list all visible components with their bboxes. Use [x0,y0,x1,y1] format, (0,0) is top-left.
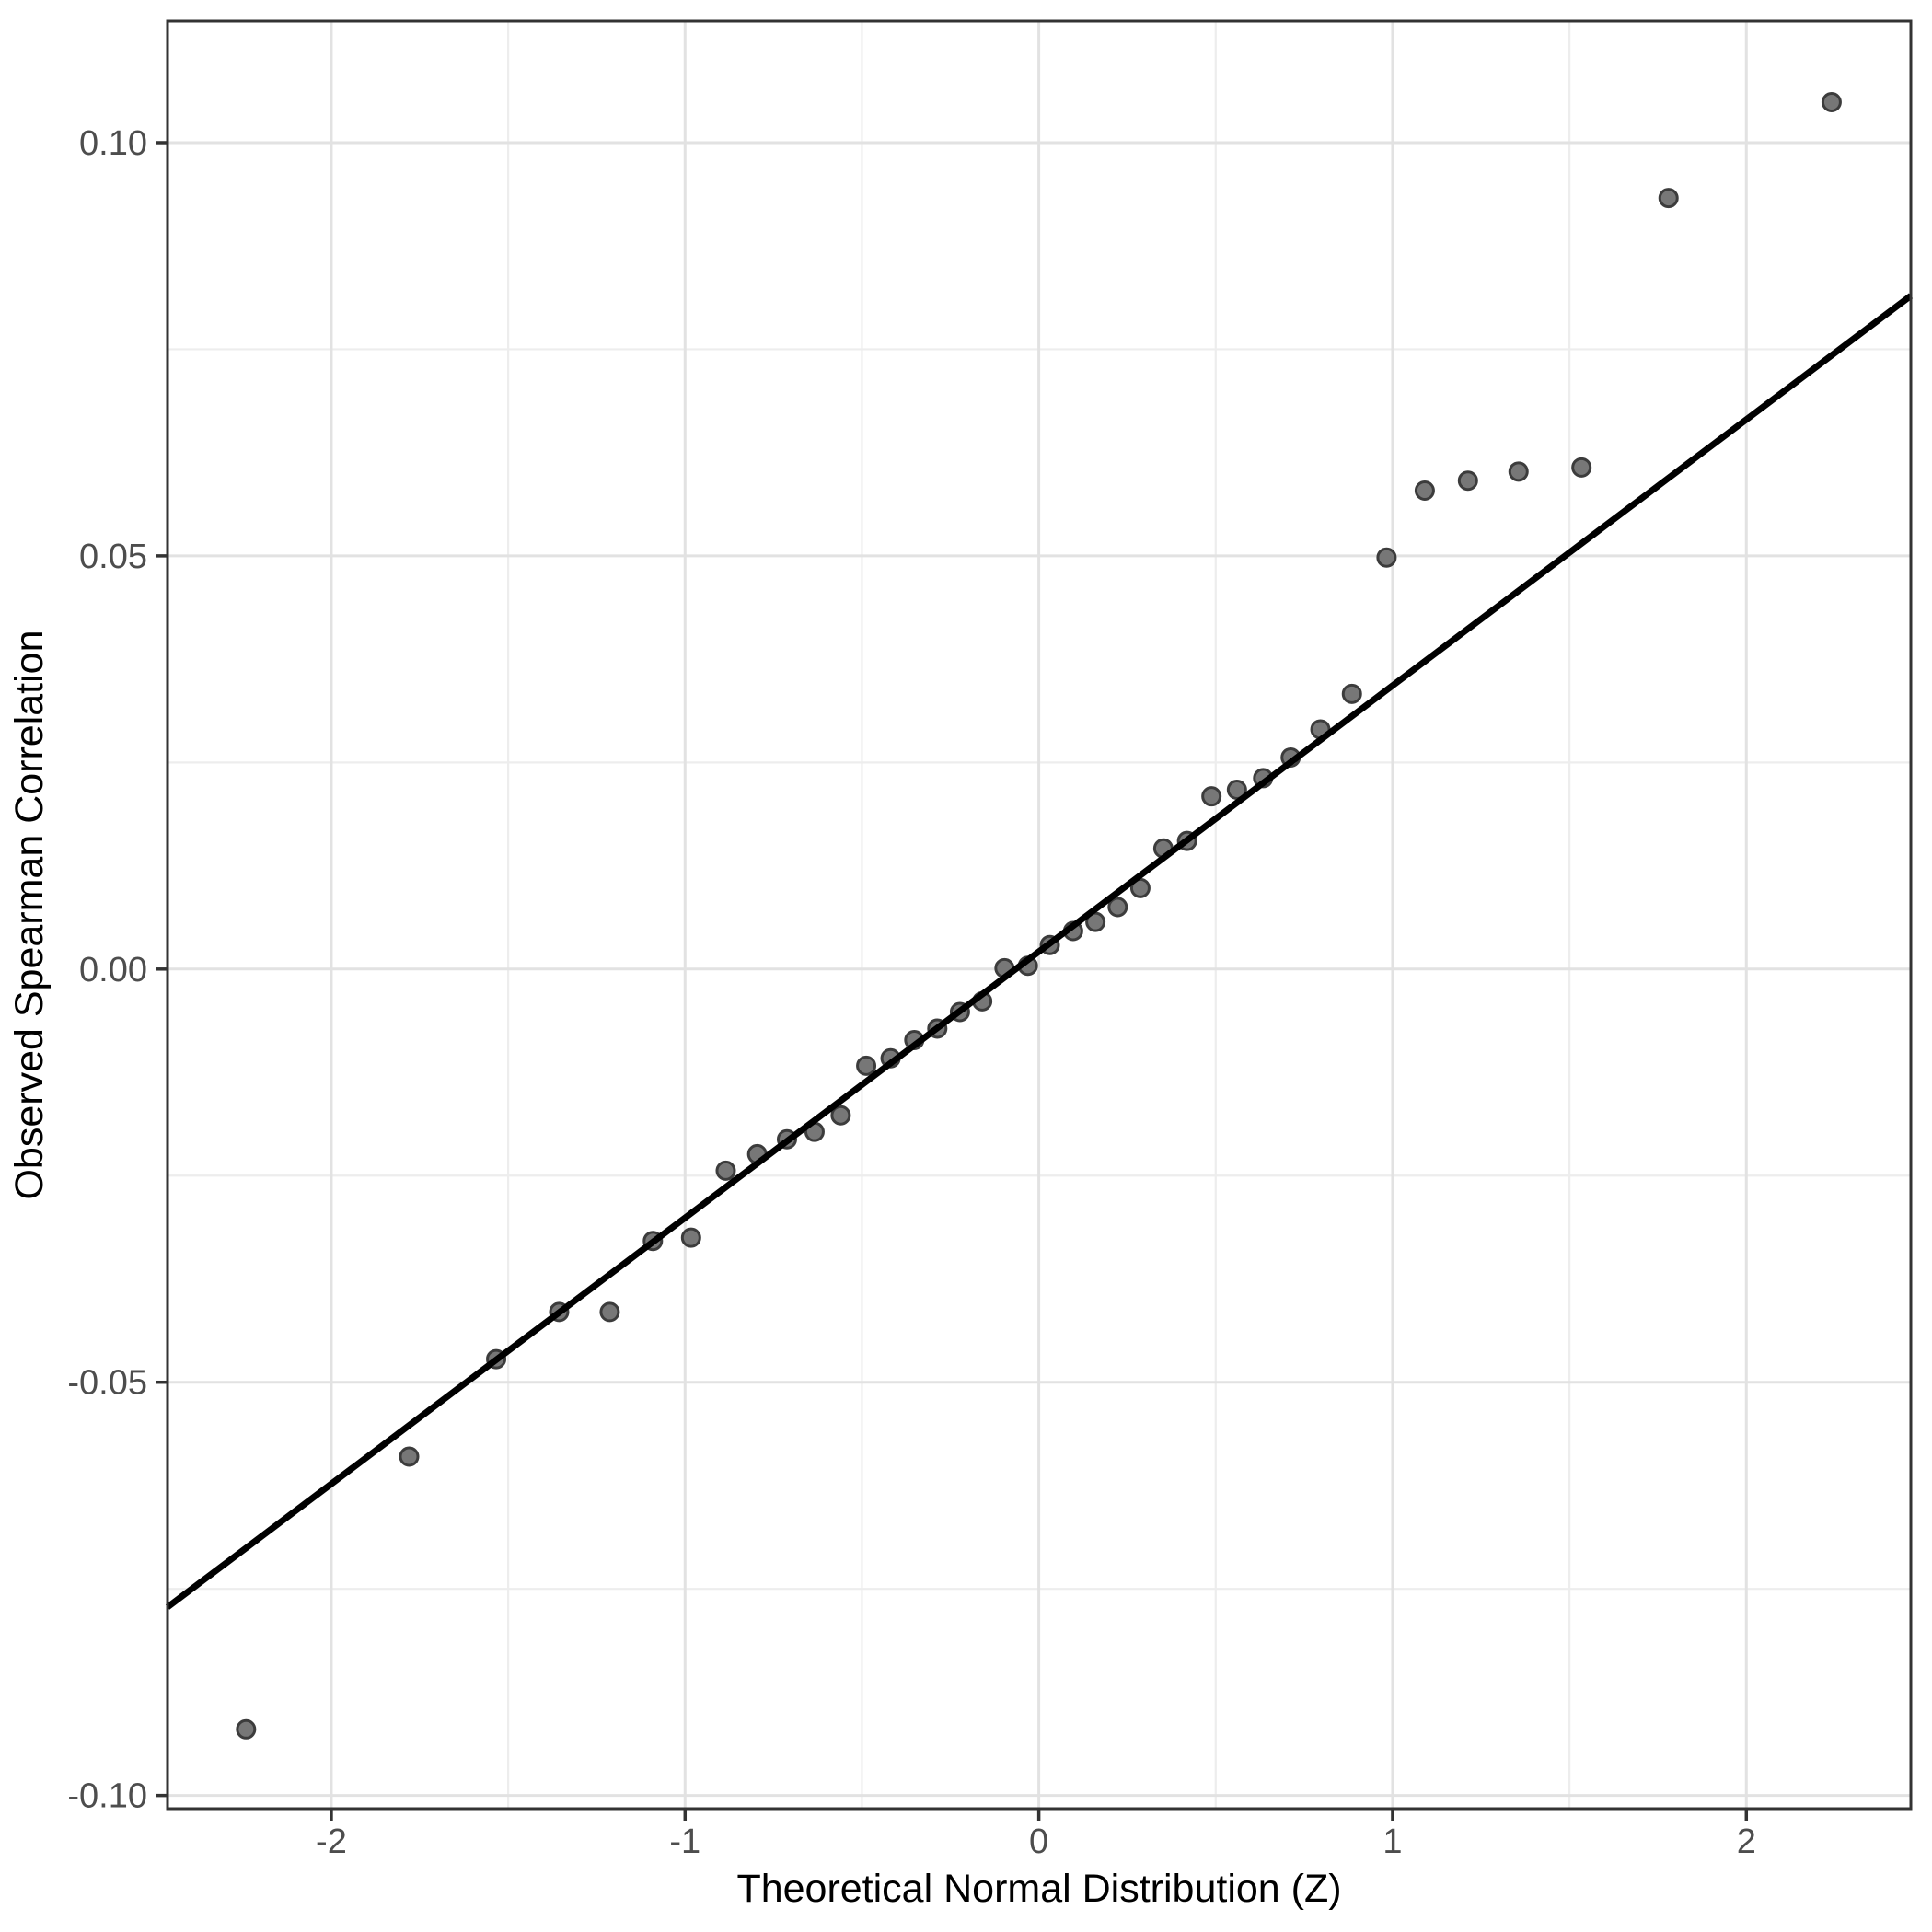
data-point [1201,786,1222,807]
data-point [399,1446,420,1467]
reference-line [165,293,1914,1610]
data-point [680,1227,701,1248]
scatter-points [236,91,1842,1740]
data-point [1571,457,1592,478]
y-tick-label: -0.10 [67,1777,147,1816]
data-point [1376,547,1397,568]
data-point [1414,480,1435,501]
data-point [856,1055,877,1076]
data-point [830,1105,851,1126]
x-axis-title: Theoretical Normal Distribution (Z) [736,1867,1341,1911]
axis-tick-marks [156,141,1749,1821]
y-axis-title: Observed Spearman Correlation [7,630,52,1199]
data-point [1107,897,1128,918]
data-point [1085,911,1106,932]
data-point [1341,683,1362,704]
data-point [236,1718,257,1740]
data-point [1658,188,1679,209]
x-tick-label: -1 [669,1822,700,1861]
x-tick-label: -2 [316,1822,347,1861]
grid-major-lines [168,21,1911,1809]
y-tick-label: -0.05 [67,1364,147,1403]
qq-fit-line [165,293,1914,1610]
data-point [599,1301,620,1323]
x-tick-label: 2 [1737,1822,1756,1861]
y-tick-label: 0.10 [79,124,147,163]
data-point [1457,470,1478,492]
data-point [715,1160,736,1181]
y-tick-label: 0.00 [79,951,147,989]
data-point [1226,779,1247,800]
data-point [1821,91,1842,112]
y-tick-label: 0.05 [79,538,147,576]
axis-tick-labels: -2 -1 0 1 2 0.10 0.05 0.00 -0.05 -0.10 [67,124,1755,1861]
x-tick-label: 1 [1382,1822,1402,1861]
data-point [1508,461,1529,482]
x-tick-label: 0 [1029,1822,1048,1861]
